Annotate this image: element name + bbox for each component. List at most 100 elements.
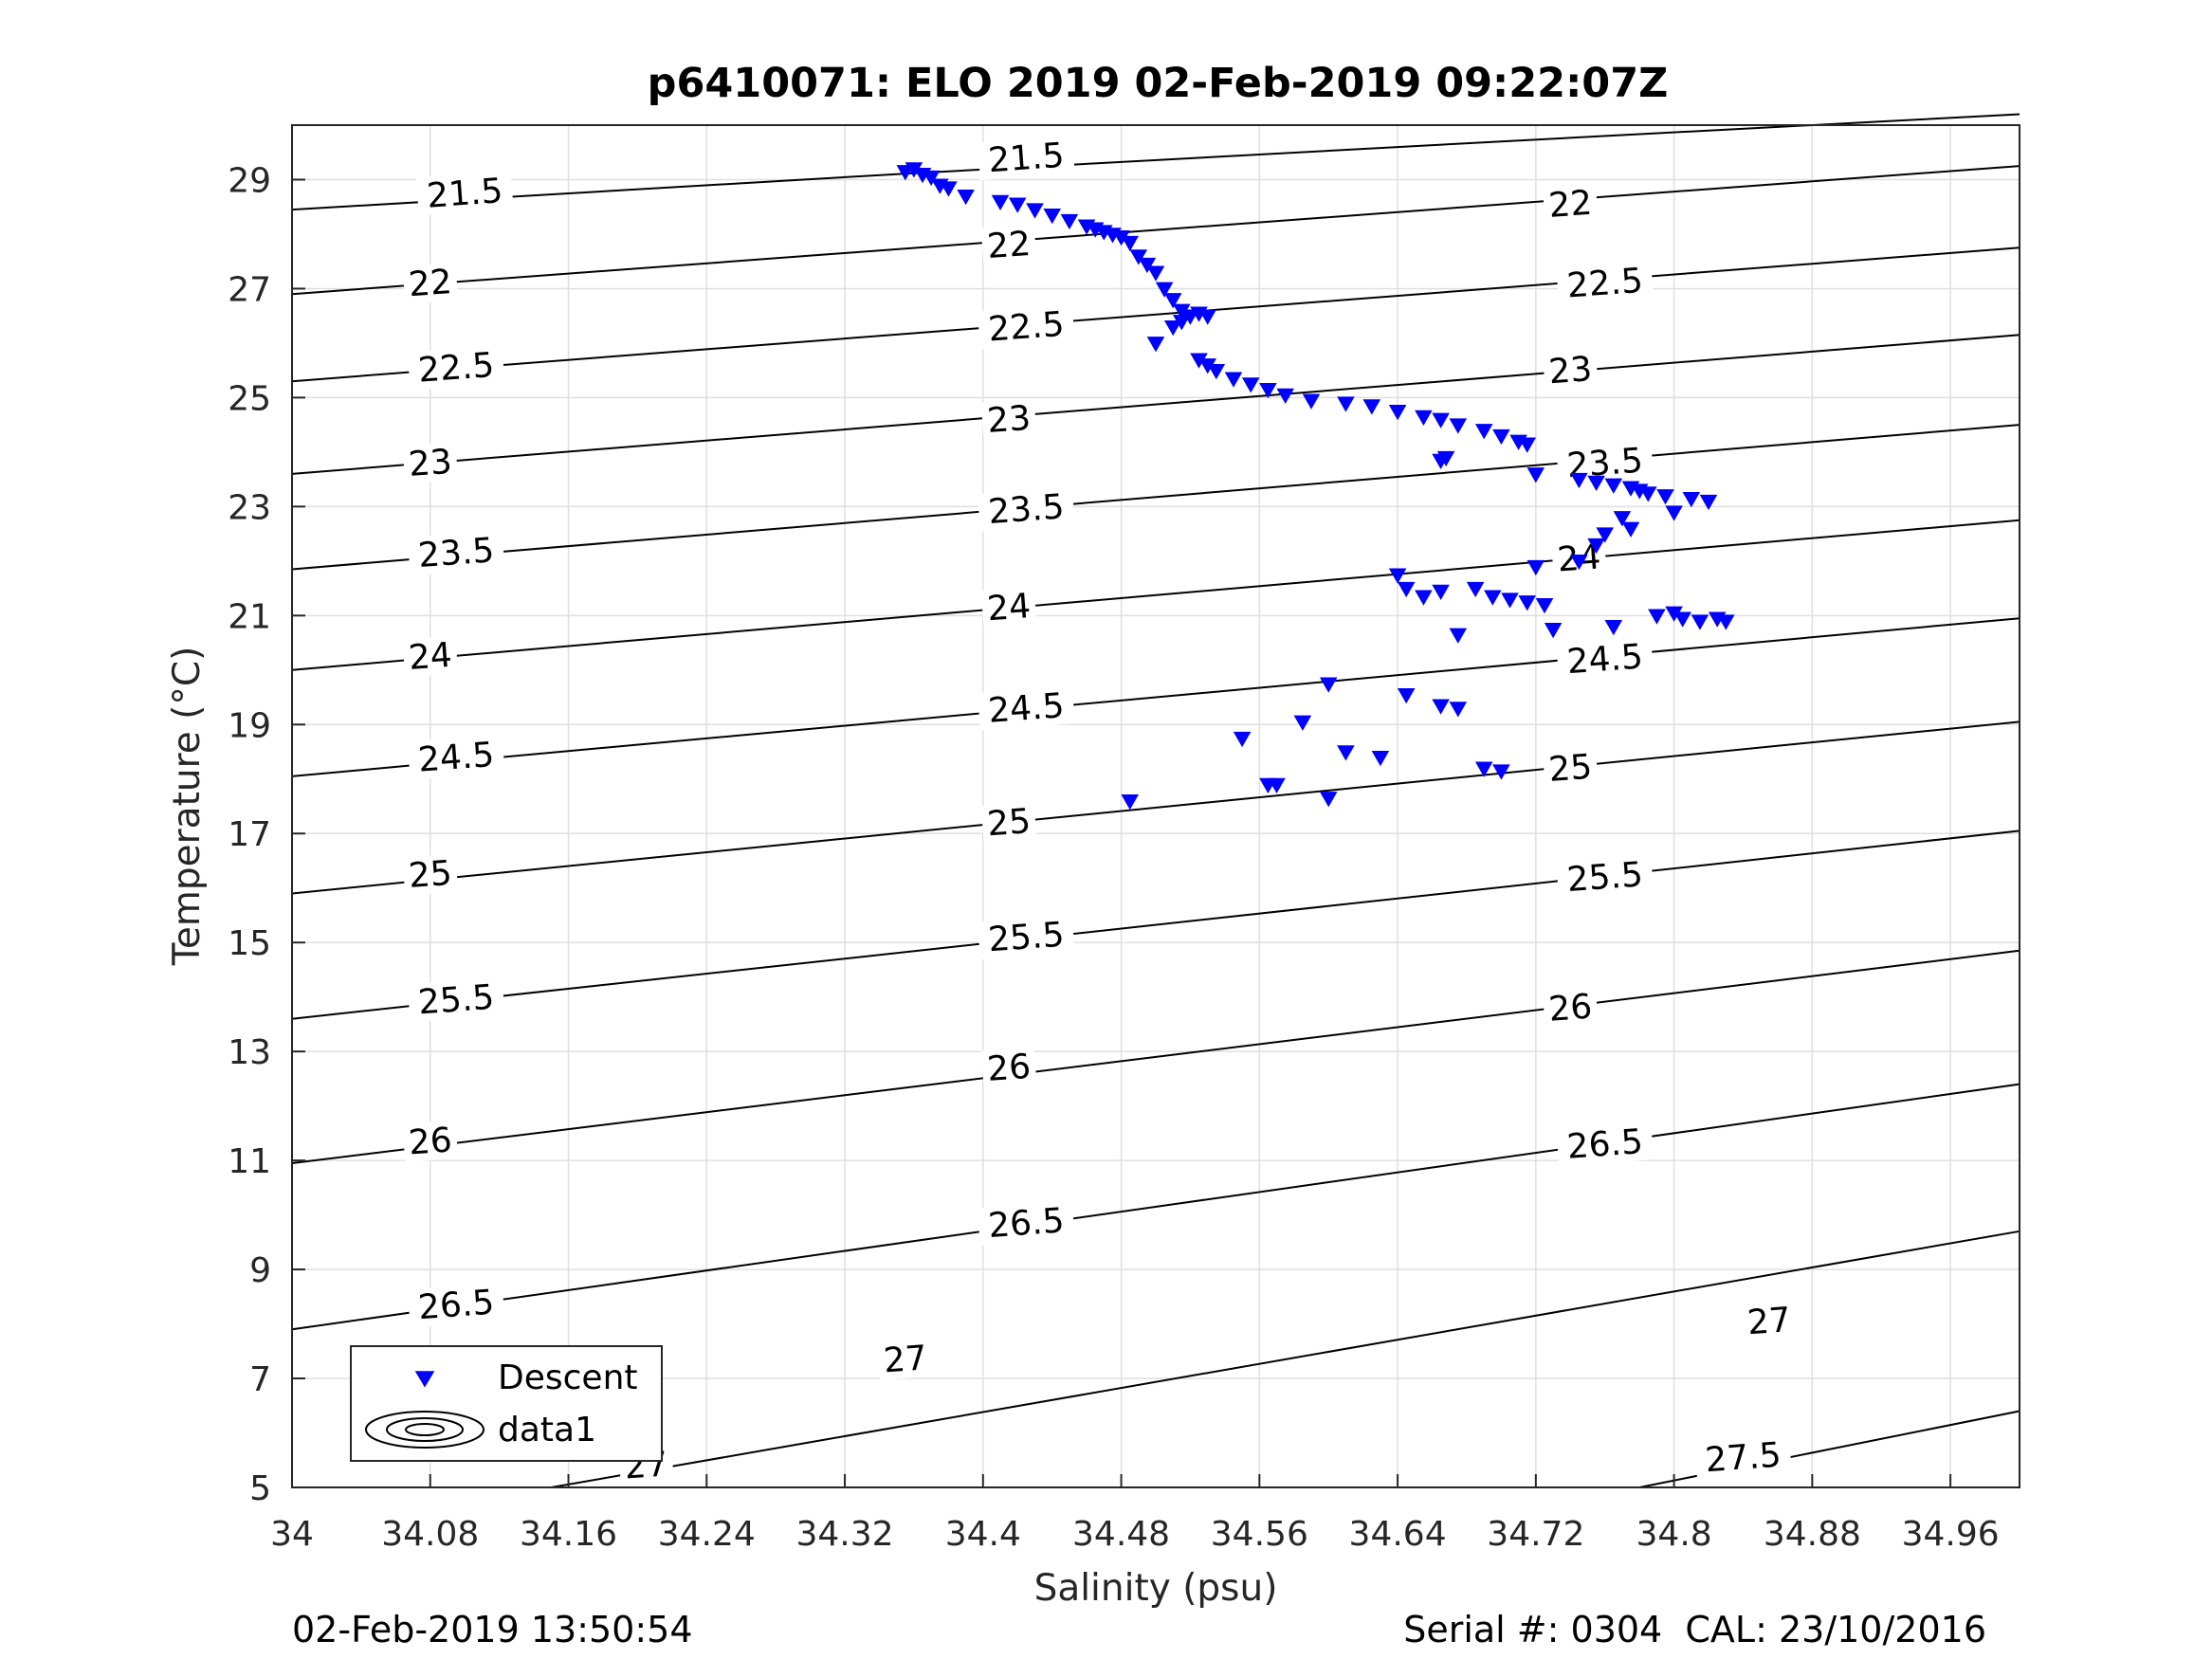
contour-label: 24.5 [977,685,1075,731]
contour-label-bg [1556,636,1654,682]
footer-serial-cal: Serial #: 0304 CAL: 23/10/2016 [1403,1609,1986,1650]
x-tick-label: 34.64 [1349,1515,1447,1554]
contour-label-bg [877,1338,934,1380]
descent-point [1492,764,1510,780]
contour-label: 22.5 [977,304,1075,350]
contour-label-text: 24.5 [417,736,496,780]
x-tick-label: 34.88 [1764,1515,1861,1554]
contour-label-text: 24 [986,587,1033,629]
descent-point [922,170,941,187]
contour-label: 27 [1741,1300,1798,1342]
contour-label: 21.5 [415,171,514,216]
y-tick-label: 27 [228,270,271,309]
contour-label-bg [402,853,459,896]
contour-label-bg [1741,1300,1798,1342]
descent-point [1518,437,1536,453]
contour-label-text: 22 [407,263,453,304]
y-tick-label: 9 [249,1251,271,1290]
descent-point [1371,751,1390,767]
contour-labels: 21.5 21.5 22 22 22 22.5 22.5 22.5 23 23 23 23.5 23.5… [402,135,1798,1487]
contour-label-bg [402,1120,459,1163]
descent-point [1293,715,1312,731]
contour-label-bg [1556,854,1654,900]
contour-label-bg [977,304,1075,350]
descent-point [1570,472,1588,489]
contour-label-bg [1542,987,1599,1030]
contour-label-bg [1556,1121,1654,1167]
descent-point [1518,595,1536,611]
contour-label-text: 22.5 [1565,262,1644,306]
contour-label-bg [1556,261,1654,306]
descent-point [1026,203,1044,219]
descent-point [1432,412,1450,428]
contour-label-text: 24.5 [987,686,1066,731]
descent-point [1639,486,1657,502]
contour-label-text: 27.5 [1704,1435,1782,1480]
descent-points [896,162,1735,811]
contour-label-text: 23 [986,399,1033,441]
contour-label: 26 [1542,987,1599,1030]
descent-point [1665,505,1683,521]
descent-point [1613,511,1632,527]
contour-label-bg [977,685,1075,731]
y-tick-label: 11 [228,1142,271,1181]
density-contours [291,113,2020,1488]
descent-point [1436,450,1455,467]
contour-line [291,424,2020,571]
contour-label: 23 [980,398,1037,441]
legend-descent-marker [414,1371,435,1388]
contour-label: 26.5 [977,1200,1075,1246]
descent-point [1276,388,1294,405]
x-tick-label: 34.32 [796,1515,894,1554]
descent-point [1224,372,1243,388]
descent-point [1043,209,1061,225]
descent-point [1138,257,1157,274]
contour-line [291,949,2020,1164]
descent-point [1587,475,1605,492]
contour-label-text: 25 [1547,748,1594,790]
contour-label: 22.5 [407,345,505,391]
contour-label-bg [402,262,459,304]
contour-label-bg [980,586,1037,629]
contour-label-text: 26.5 [987,1201,1066,1246]
contour-label-text: 22 [1547,184,1594,226]
contour-label-text: 23 [1547,350,1594,392]
descent-point [1656,489,1674,505]
contour-label-bg [415,171,514,216]
descent-point [1388,405,1407,421]
descent-point [1146,265,1165,282]
contour-label: 24.5 [1556,636,1654,682]
contour-label-bg [980,801,1037,844]
x-tick-label: 34.24 [658,1515,756,1554]
contour-label-text: 25.5 [1565,855,1644,900]
contour-label-bg [977,914,1075,960]
contour-label-text: 25 [407,854,453,896]
contour-label: 25.5 [1556,854,1654,900]
descent-point [1474,761,1493,777]
descent-point [1544,622,1563,639]
x-axis-label: Salinity (psu) [1034,1567,1278,1610]
descent-point [1449,418,1468,434]
contour-label-text: 23 [407,443,453,484]
x-tick-label: 34.16 [520,1515,617,1554]
contour-label-bg [407,530,505,575]
contour-label-bg [1542,183,1599,226]
legend: Descent data1 [350,1345,663,1462]
contour-label: 26 [980,1047,1037,1089]
contour-label-bg [980,1047,1037,1089]
contour-label-text: 22.5 [417,346,496,391]
x-tick-label: 34.96 [1902,1515,2000,1554]
contour-line [291,246,2020,383]
descent-point [1604,478,1623,494]
contour-label-bg [977,1200,1075,1246]
contour-label-text: 24.5 [1565,637,1644,682]
contour-label-text: 23.5 [417,531,496,575]
descent-point [1484,590,1502,606]
contour-label: 23.5 [407,530,505,575]
x-tick-label: 34.08 [381,1515,479,1554]
descent-point [1596,527,1614,543]
descent-point [1691,614,1709,630]
y-tick-label: 15 [228,924,271,963]
descent-point [1362,399,1381,415]
contour-label-text: 22.5 [987,305,1066,350]
